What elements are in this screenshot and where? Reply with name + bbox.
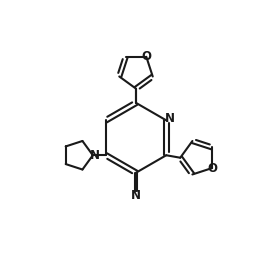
Text: O: O bbox=[207, 162, 217, 174]
Text: O: O bbox=[141, 50, 151, 63]
Text: N: N bbox=[131, 189, 141, 202]
Text: N: N bbox=[90, 149, 100, 162]
Text: N: N bbox=[165, 112, 175, 125]
